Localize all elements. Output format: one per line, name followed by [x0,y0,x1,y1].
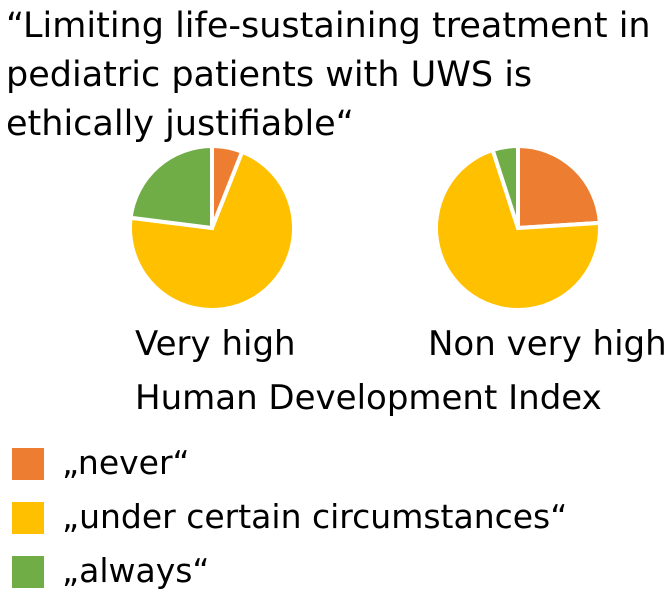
group-label-non-very-high: Non very high [428,324,664,364]
chart-title: “Limiting life-sustaining treatment in p… [6,6,651,144]
legend-swatch-always [12,556,44,588]
legend-label-under-certain-circumstances: „under certain circumstances“ [62,497,568,536]
legend-label-always: „always“ [62,551,210,590]
legend-swatch-never [12,448,44,480]
pie-slice-very-high-under-certain-circumstances [128,149,296,312]
x-axis-title: Human Development Index [135,378,602,418]
pie-slice-non-very-high-never [516,143,602,231]
group-label-very-high: Very high [135,324,296,364]
legend-label-never: „never“ [62,443,190,482]
pie-slice-very-high-always [128,143,214,231]
legend-swatch-under-certain-circumstances [12,502,44,534]
pie-slice-non-very-high-under-certain-circumstances [434,147,602,312]
pie-slice-non-very-high-always [490,143,520,229]
